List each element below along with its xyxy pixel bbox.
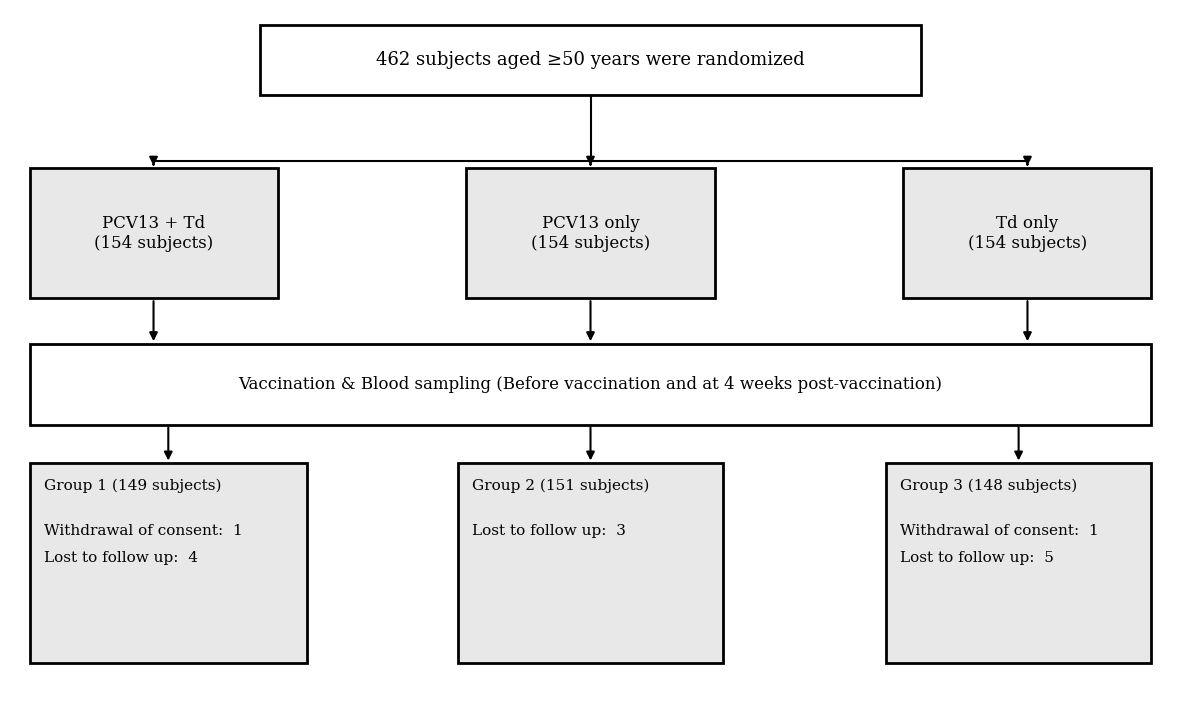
Text: Vaccination & Blood sampling (Before vaccination and at 4 weeks post-vaccination: Vaccination & Blood sampling (Before vac… bbox=[239, 376, 942, 393]
FancyBboxPatch shape bbox=[886, 463, 1151, 663]
Text: Withdrawal of consent:  1: Withdrawal of consent: 1 bbox=[900, 524, 1098, 538]
Text: 462 subjects aged ≥50 years were randomized: 462 subjects aged ≥50 years were randomi… bbox=[376, 51, 805, 69]
Text: Lost to follow up:  4: Lost to follow up: 4 bbox=[44, 551, 197, 565]
FancyBboxPatch shape bbox=[903, 168, 1151, 298]
FancyBboxPatch shape bbox=[260, 25, 921, 95]
Text: PCV13 + Td
(154 subjects): PCV13 + Td (154 subjects) bbox=[94, 215, 213, 252]
Text: Group 1 (149 subjects): Group 1 (149 subjects) bbox=[44, 479, 221, 493]
Text: Lost to follow up:  5: Lost to follow up: 5 bbox=[900, 551, 1053, 565]
FancyBboxPatch shape bbox=[30, 463, 307, 663]
Text: PCV13 only
(154 subjects): PCV13 only (154 subjects) bbox=[531, 215, 650, 252]
FancyBboxPatch shape bbox=[466, 168, 715, 298]
FancyBboxPatch shape bbox=[457, 463, 723, 663]
FancyBboxPatch shape bbox=[30, 168, 278, 298]
Text: Lost to follow up:  3: Lost to follow up: 3 bbox=[472, 524, 626, 538]
Text: Td only
(154 subjects): Td only (154 subjects) bbox=[968, 215, 1087, 252]
FancyBboxPatch shape bbox=[30, 344, 1151, 425]
Text: Withdrawal of consent:  1: Withdrawal of consent: 1 bbox=[44, 524, 242, 538]
Text: Group 3 (148 subjects): Group 3 (148 subjects) bbox=[900, 479, 1077, 493]
Text: Group 2 (151 subjects): Group 2 (151 subjects) bbox=[472, 479, 650, 493]
